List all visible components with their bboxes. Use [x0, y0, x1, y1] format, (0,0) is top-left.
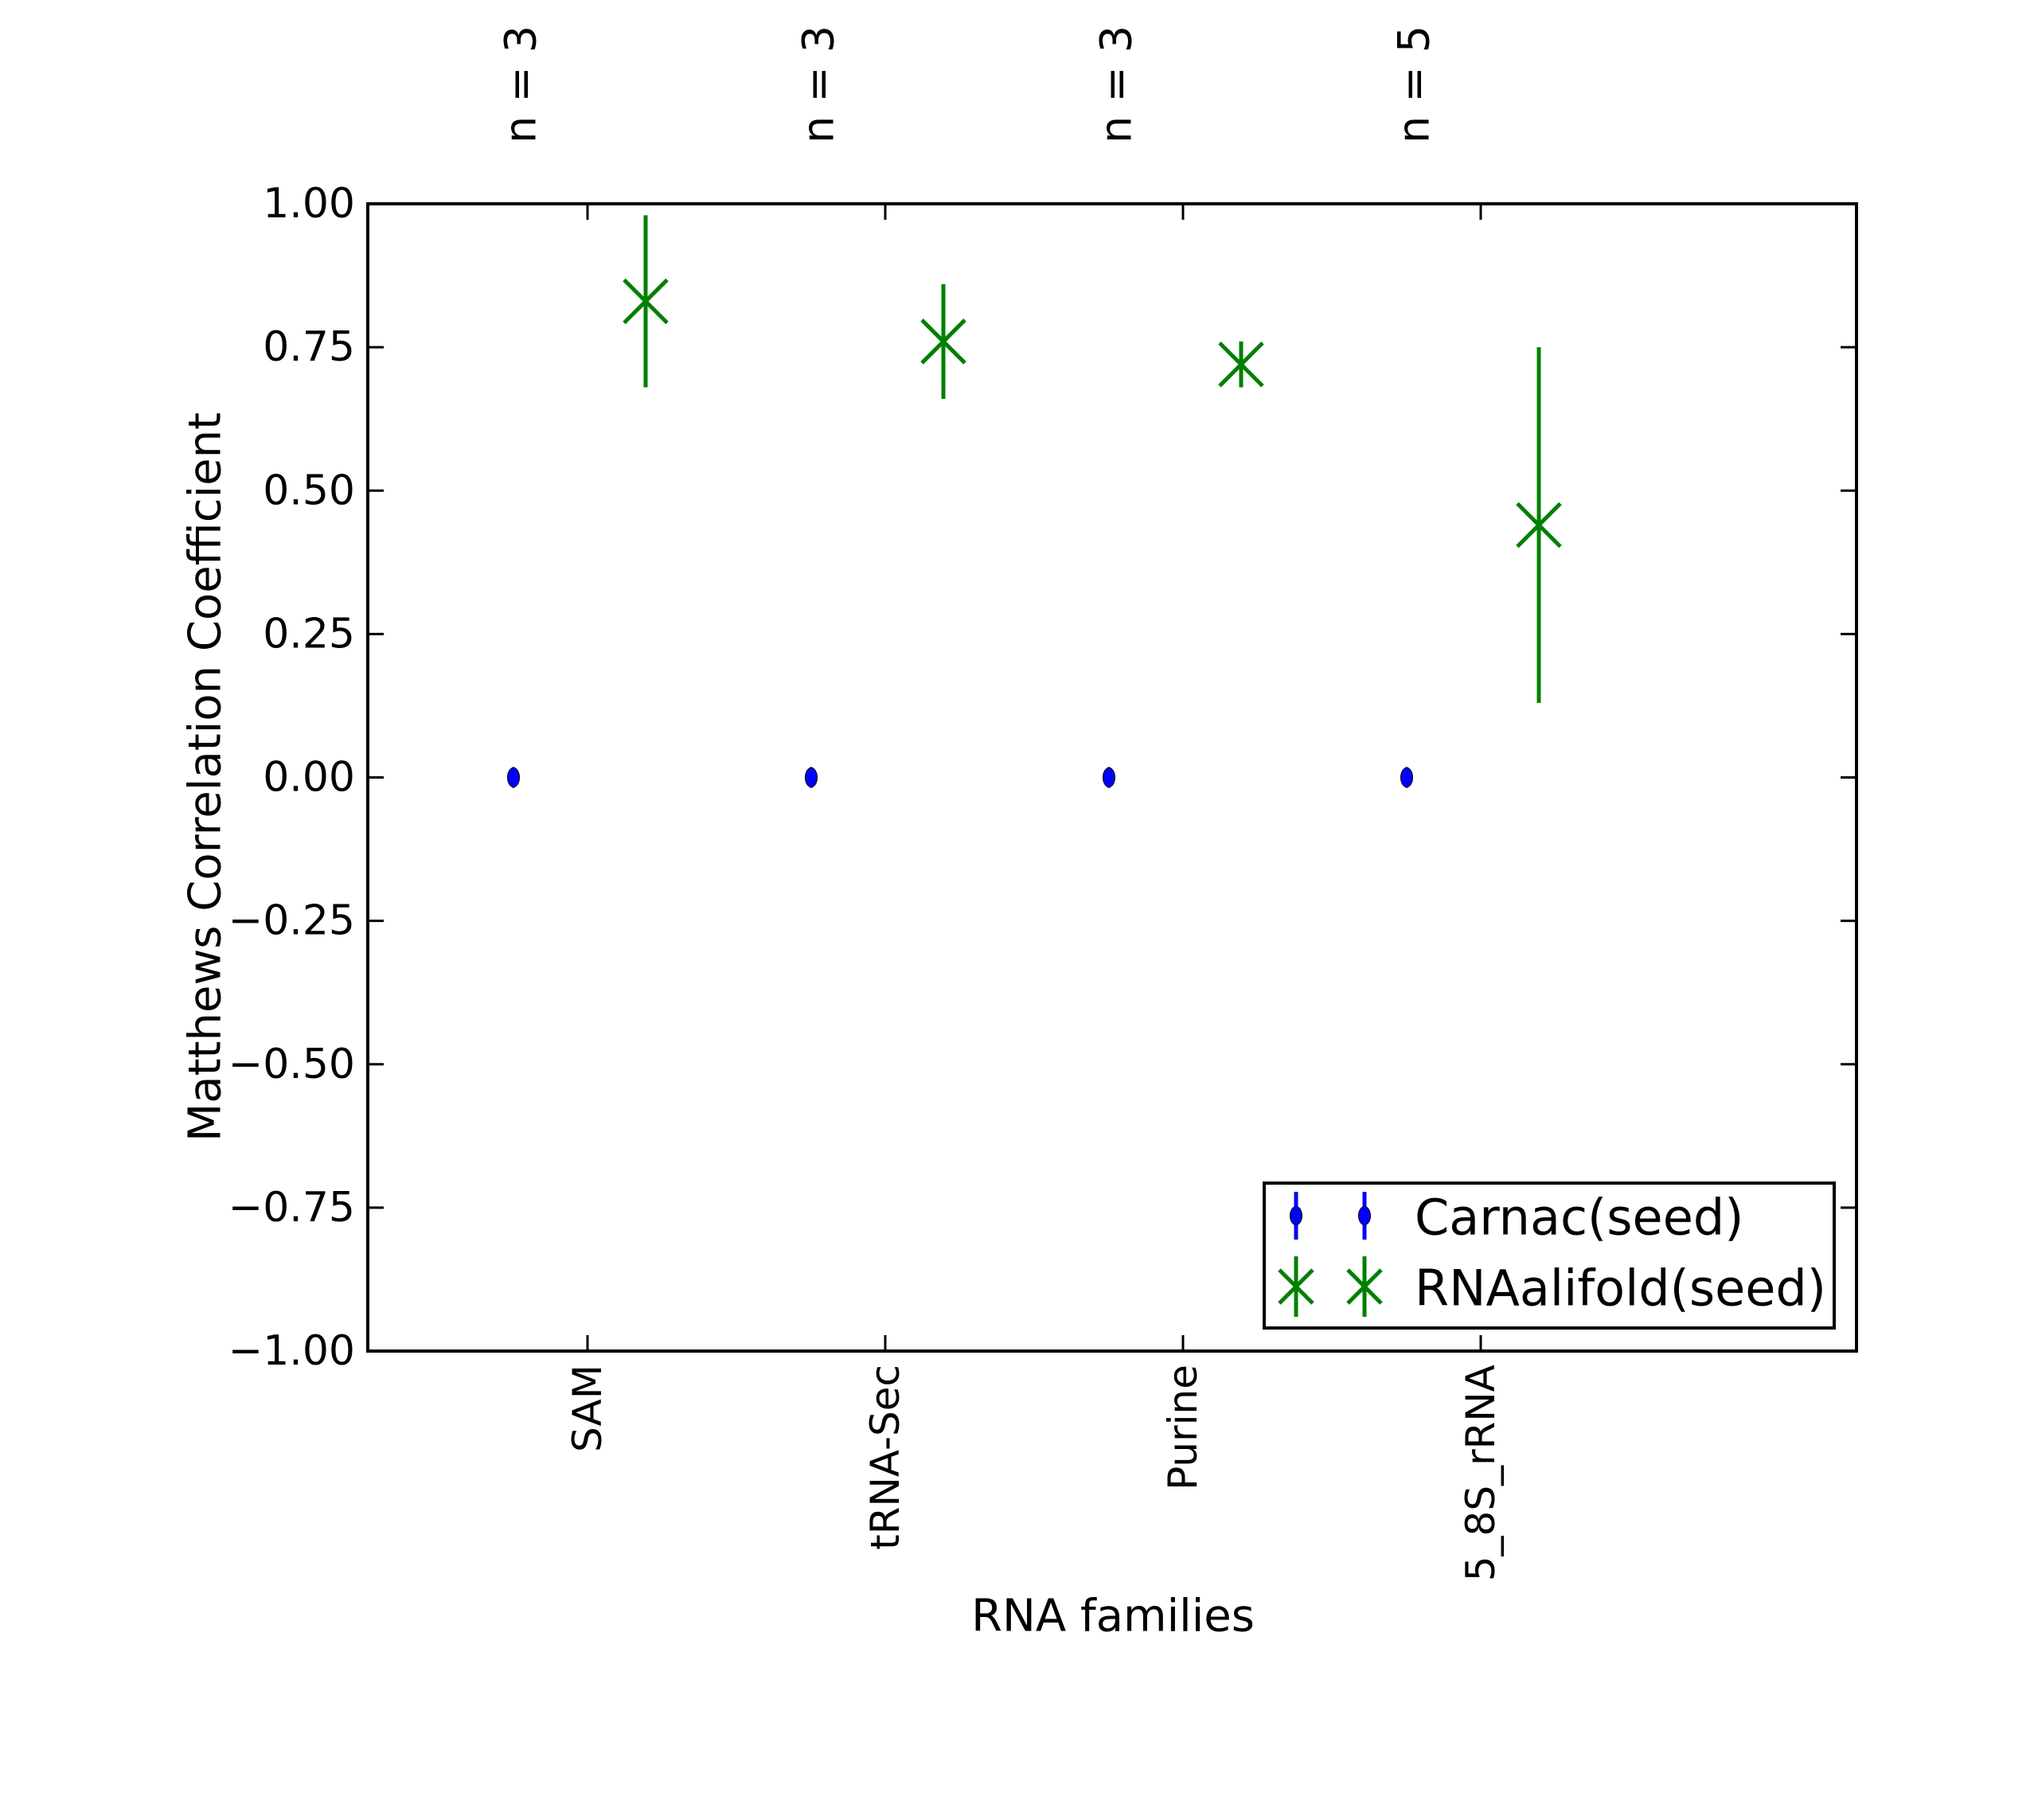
sample-size-annotation: n = 3 — [794, 25, 844, 143]
y-tick-label: −0.75 — [228, 1184, 355, 1232]
legend-label-rnaalifold: RNAalifold(seed) — [1415, 1260, 1826, 1318]
y-tick-label: −0.50 — [228, 1041, 355, 1088]
y-axis-label: Matthews Correlation Coefficient — [180, 412, 232, 1142]
legend: Carnac(seed) RNAalifold(seed) — [1263, 1181, 1836, 1330]
x-tick-label: tRNA-Sec — [862, 1365, 908, 1550]
plot-content: 1.00 0.75 0.50 0.25 0.00 −0.25 −0.50 −0.75 −1.00… — [228, 25, 1856, 1581]
x-tick-label: Purine — [1160, 1365, 1206, 1490]
x-tick-label: SAM — [564, 1365, 611, 1452]
data-point-carnac — [805, 767, 818, 787]
legend-entry-carnac: Carnac(seed) — [1290, 1189, 1743, 1247]
sample-size-annotation: n = 3 — [496, 25, 546, 143]
y-tick-label: −1.00 — [228, 1327, 355, 1375]
data-point-rnaalifold-x — [1516, 502, 1562, 549]
y-tick-label: 0.25 — [263, 610, 355, 658]
x-tick-label: 5_8S_rRNA — [1458, 1365, 1504, 1581]
plot-border — [366, 202, 1858, 1353]
sample-size-annotation: n = 5 — [1389, 25, 1439, 143]
legend-entry-rnaalifold: RNAalifold(seed) — [1278, 1256, 1826, 1318]
legend-border — [1263, 1181, 1836, 1330]
legend-label-carnac: Carnac(seed) — [1415, 1189, 1743, 1247]
data-point-carnac — [507, 767, 520, 787]
data-point-carnac — [1400, 767, 1413, 787]
x-axis-label: RNA families — [971, 1591, 1255, 1642]
y-tick-label: 0.50 — [263, 467, 355, 514]
y-tick-label: −0.25 — [228, 897, 355, 945]
y-tick-label: 0.75 — [263, 323, 355, 371]
data-point-rnaalifold-x — [623, 278, 669, 325]
x-errorbar-marker-icon — [1278, 1256, 1383, 1317]
y-tick-label: 0.00 — [263, 754, 355, 802]
data-point-rnaalifold-x — [1218, 341, 1264, 388]
errorbar-marker-icon — [1290, 1192, 1371, 1240]
y-tick-label: 1.00 — [263, 180, 355, 228]
data-point-carnac — [1103, 767, 1115, 787]
data-point-rnaalifold-x — [920, 318, 966, 365]
sample-size-annotation: n = 3 — [1091, 25, 1142, 143]
